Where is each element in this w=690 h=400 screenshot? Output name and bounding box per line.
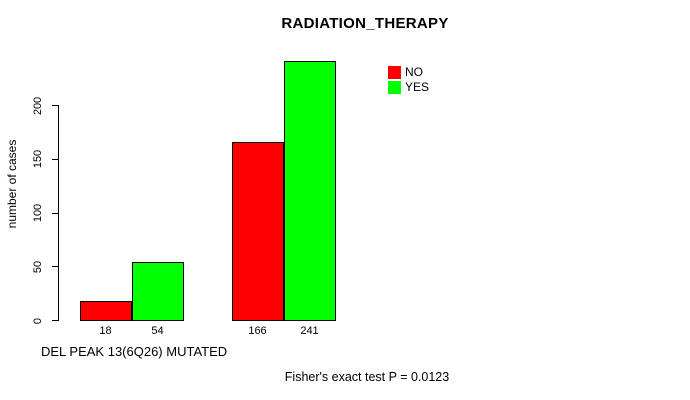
bar-value-label: 241 [300, 325, 319, 337]
legend: NO YES [388, 65, 429, 95]
y-tick-label: 100 [32, 203, 44, 223]
bar-yes-group-2 [283, 60, 336, 321]
y-tick-label: 150 [32, 150, 44, 169]
legend-swatch-no [388, 65, 401, 79]
y-axis-label: number of cases [5, 139, 19, 229]
bar-no-group-2 [231, 141, 284, 321]
legend-swatch-yes [388, 80, 401, 94]
bar-yes-group-1 [131, 261, 184, 321]
bar-value-label: 54 [151, 325, 164, 337]
y-tick-mark [52, 212, 58, 214]
bar-value-label: 166 [248, 325, 267, 337]
y-tick-mark [52, 105, 58, 106]
legend-label-no: NO [405, 64, 423, 79]
chart-title: RADIATION_THERAPY [281, 15, 449, 32]
stat-annotation: Fisher's exact test P = 0.0123 [284, 370, 450, 384]
y-tick-mark [52, 266, 58, 268]
y-tick-mark [52, 158, 58, 160]
bar-no-group-1 [79, 300, 132, 321]
y-axis-line [58, 105, 59, 321]
legend-label-yes: YES [405, 79, 430, 94]
legend-item-yes: YES [388, 80, 429, 94]
x-axis-label: DEL PEAK 13(6Q26) MUTATED [41, 344, 228, 359]
y-tick-label: 50 [32, 260, 44, 273]
bar-value-label: 18 [99, 325, 112, 337]
y-tick-label: 200 [32, 96, 44, 115]
y-tick-mark [52, 320, 58, 321]
legend-item-no: NO [388, 65, 429, 79]
y-tick-label: 0 [32, 317, 44, 324]
